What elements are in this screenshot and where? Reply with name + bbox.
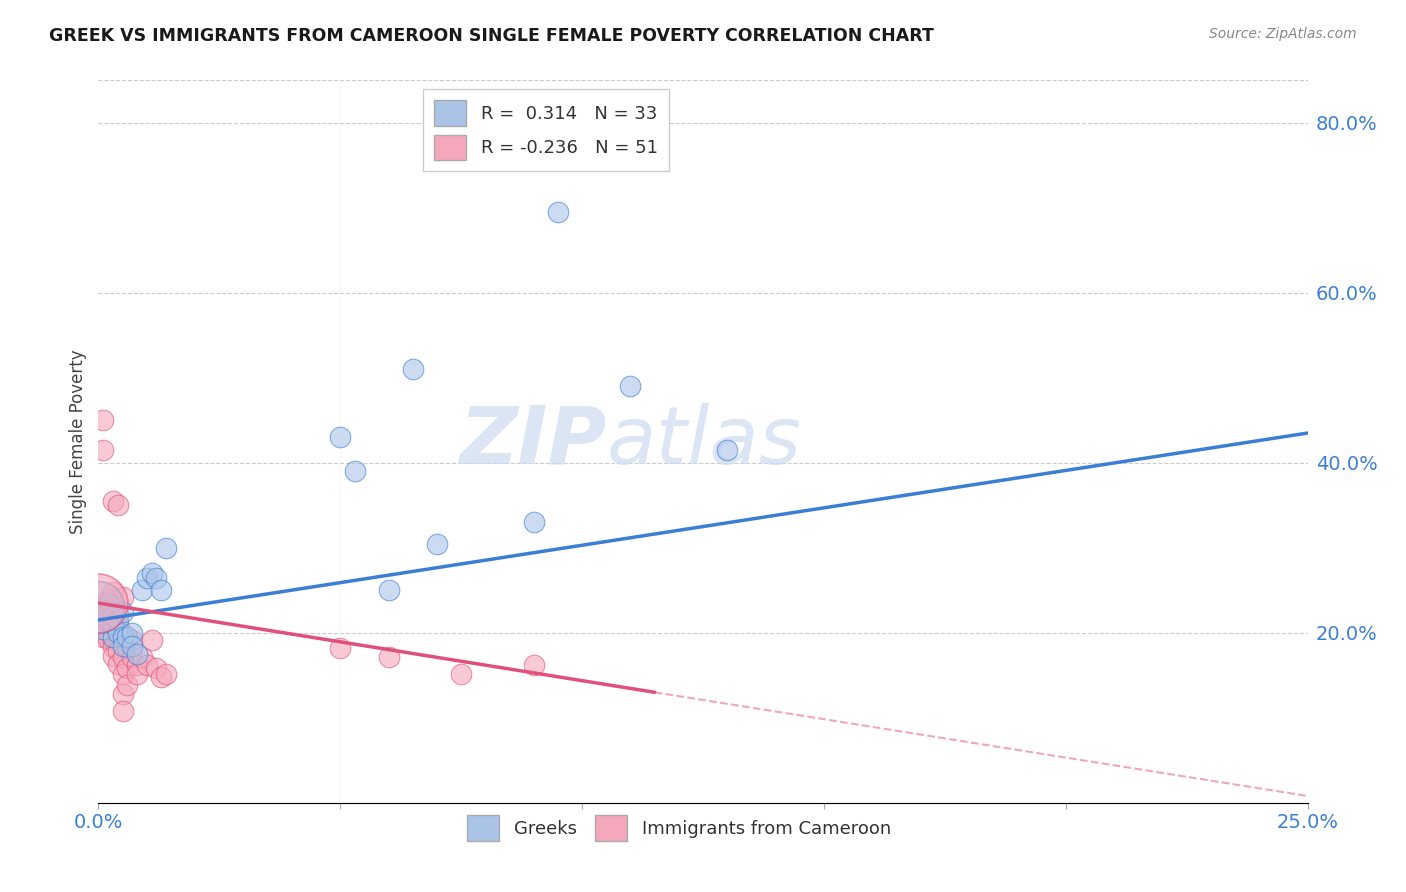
Point	[91, 600, 114, 615]
Point	[121, 632, 143, 647]
Point	[91, 622, 114, 636]
Legend: Greeks, Immigrants from Cameroon: Greeks, Immigrants from Cameroon	[460, 808, 898, 848]
Point	[117, 630, 139, 644]
Point	[91, 605, 114, 619]
Point	[101, 630, 124, 644]
Point	[91, 413, 114, 427]
Point	[97, 615, 120, 630]
Point	[121, 649, 143, 664]
Point	[101, 648, 124, 663]
Point	[107, 498, 129, 512]
Point	[101, 599, 124, 613]
Point	[91, 630, 114, 644]
Point	[127, 658, 149, 673]
Point	[450, 666, 472, 681]
Point	[329, 641, 352, 656]
Point	[101, 615, 124, 630]
Point	[377, 583, 399, 598]
Point	[91, 443, 114, 458]
Point	[402, 362, 425, 376]
Point	[97, 605, 120, 619]
Point	[343, 464, 366, 478]
Point	[150, 583, 173, 598]
Point	[127, 647, 149, 661]
Point	[155, 666, 177, 681]
Point	[107, 644, 129, 658]
Point	[87, 600, 110, 615]
Point	[101, 607, 124, 621]
Point	[141, 566, 163, 581]
Point	[97, 613, 120, 627]
Point	[111, 666, 134, 681]
Point	[135, 658, 157, 673]
Point	[131, 583, 153, 598]
Point	[117, 661, 139, 675]
Point	[91, 608, 114, 623]
Point	[111, 639, 134, 653]
Point	[107, 613, 129, 627]
Point	[101, 617, 124, 632]
Point	[135, 570, 157, 584]
Point	[145, 661, 167, 675]
Point	[107, 657, 129, 672]
Point	[121, 625, 143, 640]
Point	[107, 607, 129, 621]
Point	[377, 649, 399, 664]
Y-axis label: Single Female Poverty: Single Female Poverty	[69, 350, 87, 533]
Point	[121, 639, 143, 653]
Point	[91, 617, 114, 632]
Point	[523, 516, 546, 530]
Point	[97, 591, 120, 606]
Point	[141, 632, 163, 647]
Point	[111, 687, 134, 701]
Point	[329, 430, 352, 444]
Point	[111, 627, 134, 641]
Point	[97, 600, 120, 615]
Point	[101, 608, 124, 623]
Point	[101, 640, 124, 655]
Point	[426, 536, 449, 550]
Point	[101, 494, 124, 508]
Point	[111, 630, 134, 644]
Point	[117, 678, 139, 692]
Point	[547, 205, 569, 219]
Point	[127, 666, 149, 681]
Point	[91, 622, 114, 636]
Point	[619, 379, 641, 393]
Point	[107, 625, 129, 640]
Point	[97, 608, 120, 623]
Text: ZIP: ZIP	[458, 402, 606, 481]
Point	[111, 605, 134, 619]
Point	[155, 541, 177, 555]
Point	[150, 670, 173, 684]
Text: GREEK VS IMMIGRANTS FROM CAMEROON SINGLE FEMALE POVERTY CORRELATION CHART: GREEK VS IMMIGRANTS FROM CAMEROON SINGLE…	[49, 27, 934, 45]
Point	[107, 619, 129, 633]
Point	[107, 632, 129, 646]
Point	[97, 596, 120, 610]
Point	[523, 658, 546, 673]
Point	[145, 570, 167, 584]
Point	[91, 625, 114, 640]
Point	[91, 613, 114, 627]
Point	[111, 649, 134, 664]
Text: atlas: atlas	[606, 402, 801, 481]
Point	[97, 632, 120, 646]
Point	[87, 596, 110, 610]
Text: Source: ZipAtlas.com: Source: ZipAtlas.com	[1209, 27, 1357, 41]
Point	[101, 632, 124, 647]
Point	[716, 443, 738, 458]
Point	[101, 585, 124, 599]
Point	[97, 624, 120, 639]
Point	[111, 704, 134, 718]
Point	[131, 649, 153, 664]
Point	[117, 640, 139, 655]
Point	[111, 590, 134, 604]
